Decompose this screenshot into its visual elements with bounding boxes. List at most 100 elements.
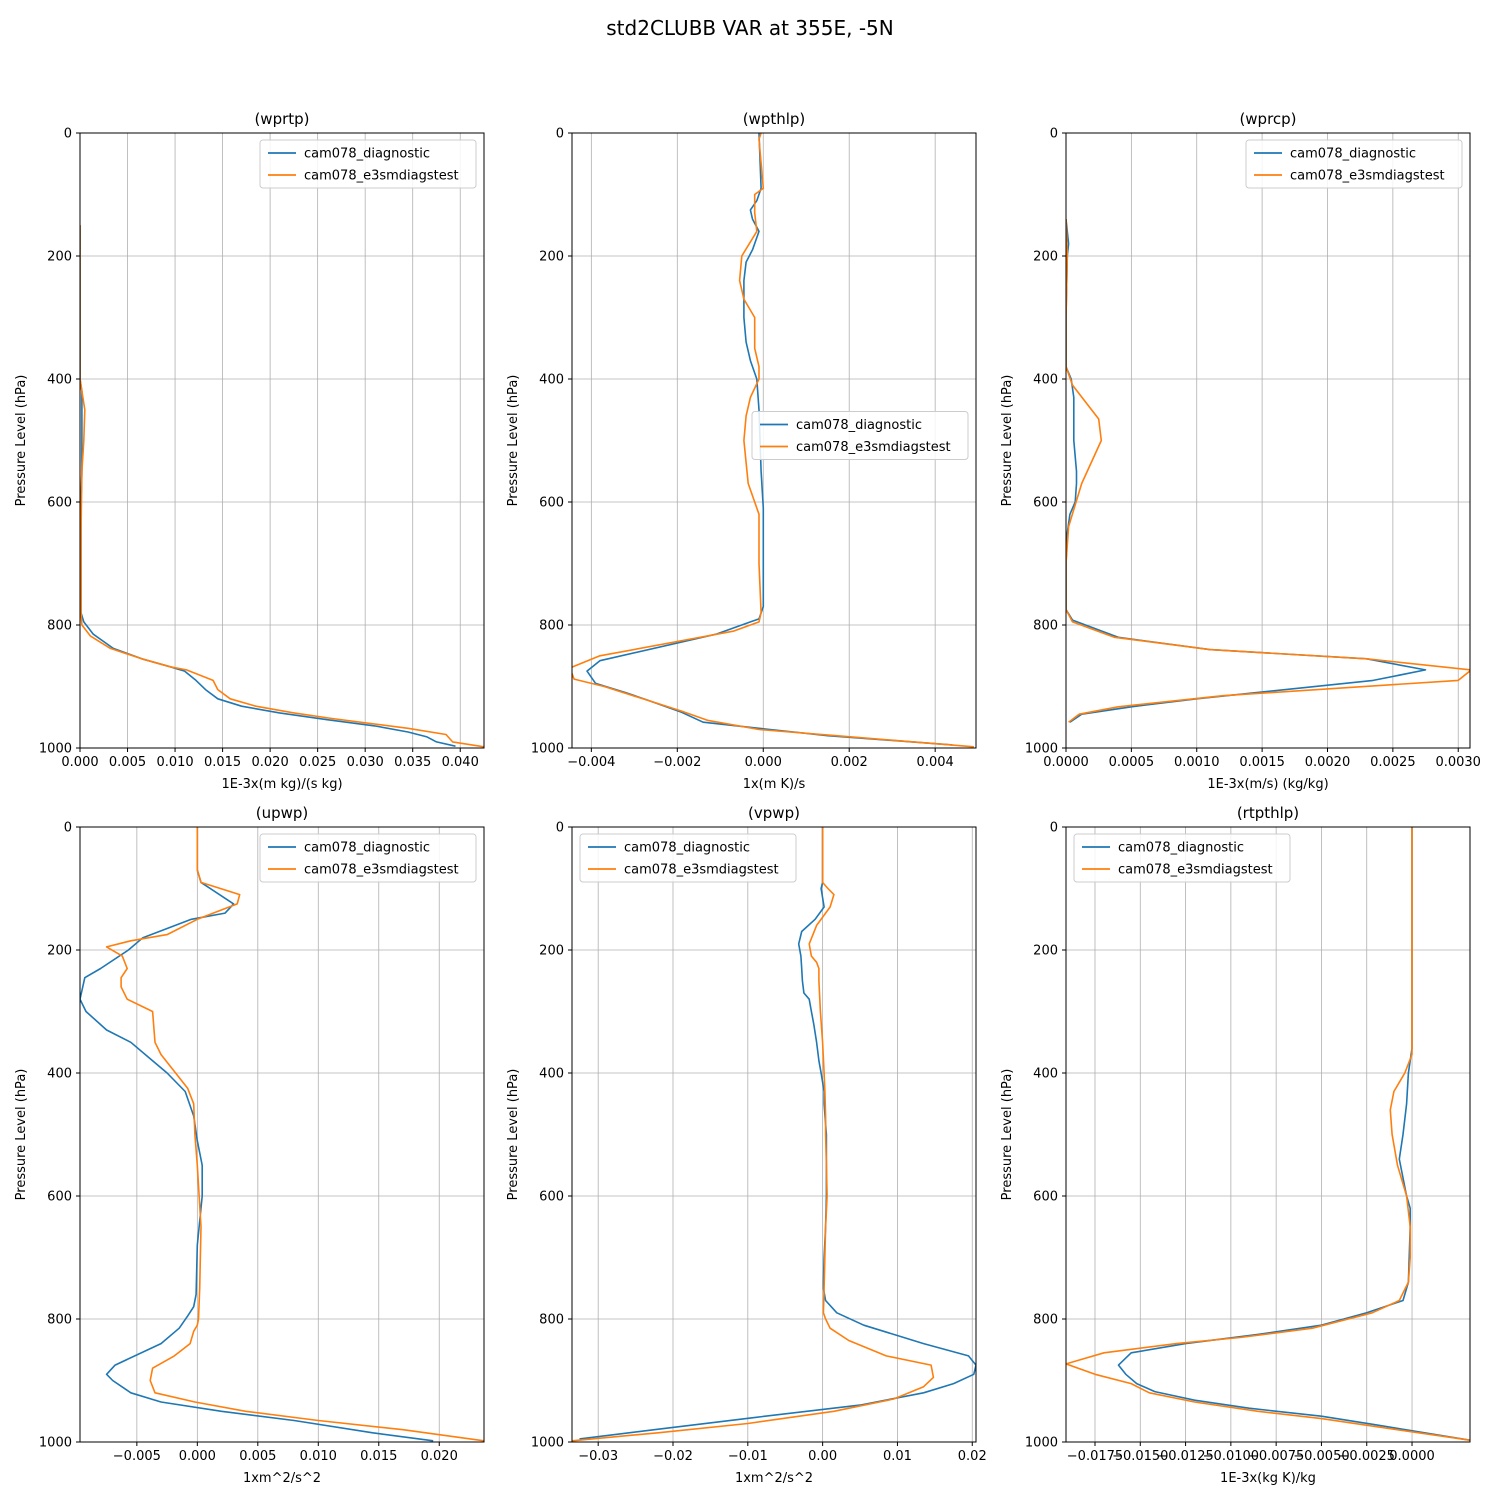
x-tick-label: 0.020 [421,1449,458,1464]
y-axis-label: Pressure Level (hPa) [14,1069,29,1201]
y-tick-label: 1000 [531,742,564,757]
legend-box [579,833,797,883]
subplot-title: (wprtp) [254,110,309,128]
subplot-title: (wpthlp) [743,110,806,128]
y-tick-label: 0 [1050,127,1058,142]
y-tick-label: 600 [47,496,72,511]
y-tick-label: 200 [47,944,72,959]
legend-label: cam078_diagnostic [1290,147,1416,162]
x-tick-label: −0.0175 [1067,1449,1123,1464]
x-tick-label: 0.015 [204,755,241,770]
x-tick-label: −0.0150 [1112,1449,1168,1464]
legend: cam078_diagnostic cam078_e3smdiagstest [259,139,477,189]
y-tick-label: 0 [64,821,72,836]
legend: cam078_diagnostic cam078_e3smdiagstest [751,411,969,460]
y-tick-label: 800 [1033,1313,1058,1328]
y-tick-label: 800 [539,619,564,634]
x-axis-label: 1E-3x(kg K)/kg [1220,1471,1316,1486]
y-tick-label: 600 [539,496,564,511]
x-tick-label: 0.00 [808,1449,837,1464]
series-line-cam078_e3smdiagstest [572,827,935,1442]
series-line-cam078_diagnostic [80,827,434,1442]
y-tick-label: 800 [539,1313,564,1328]
x-tick-label: 0.005 [109,755,146,770]
y-tick-label: 800 [47,619,72,634]
y-tick-label: 400 [539,373,564,388]
x-tick-label: −0.0075 [1248,1449,1304,1464]
x-tick-label: 0.004 [917,755,954,770]
x-tick-label: 0.025 [299,755,336,770]
x-tick-label: −0.02 [653,1449,693,1464]
x-tick-label: −0.002 [653,755,701,770]
x-tick-label: 0.015 [360,1449,397,1464]
series-line-cam078_diagnostic [1117,827,1470,1441]
subplot-title: (vpwp) [748,804,800,822]
x-tick-label: 0.035 [394,755,431,770]
x-tick-label: 0.020 [252,755,289,770]
x-tick-label: 0.01 [883,1449,912,1464]
legend: cam078_diagnostic cam078_e3smdiagstest [259,833,477,883]
legend-box [259,833,477,883]
x-tick-label: 0.010 [156,755,193,770]
x-axis-label: 1x(m K)/s [743,777,806,792]
x-tick-label: 0.0015 [1239,755,1285,770]
legend-box [259,139,477,189]
y-tick-label: 600 [1033,496,1058,511]
legend-box [751,411,969,460]
x-tick-label: −0.0125 [1157,1449,1213,1464]
legend: cam078_diagnostic cam078_e3smdiagstest [579,833,797,883]
y-axis-label: Pressure Level (hPa) [14,375,29,507]
x-tick-label: 0.005 [239,1449,276,1464]
series-line-cam078_diagnostic [80,225,456,747]
y-tick-label: 800 [47,1313,72,1328]
x-axis-label: 1E-3x(m kg)/(s kg) [221,777,342,792]
subplot-title: (upwp) [256,804,309,822]
subplot-title: (rtpthlp) [1237,804,1299,822]
x-tick-label: 0.030 [347,755,384,770]
series-line-cam078_e3smdiagstest [1066,219,1470,723]
legend-label: cam078_e3smdiagstest [304,169,459,184]
y-tick-label: 1000 [531,1436,564,1451]
legend-label: cam078_e3smdiagstest [304,863,459,878]
y-tick-label: 600 [1033,1190,1058,1205]
y-tick-label: 400 [47,1067,72,1082]
y-tick-label: 200 [1033,944,1058,959]
legend: cam078_diagnostic cam078_e3smdiagstest [1245,139,1463,189]
y-tick-label: 1000 [1025,1436,1058,1451]
y-tick-label: 0 [556,821,564,836]
y-tick-label: 400 [1033,1067,1058,1082]
legend-label: cam078_e3smdiagstest [1118,863,1273,878]
y-tick-label: 200 [47,250,72,265]
x-tick-label: −0.0025 [1339,1449,1395,1464]
subplot-upwp: −0.005 0.000 0.005 0.010 0.015 0.020 0 200 400 60… [14,804,485,1486]
axes-frame [79,826,485,1443]
series-line-cam078_e3smdiagstest [1066,827,1470,1441]
x-tick-label: 0.040 [442,755,479,770]
legend: cam078_diagnostic cam078_e3smdiagstest [1073,833,1291,883]
series-line-cam078_diagnostic [1066,219,1427,723]
x-tick-label: 0.000 [745,755,782,770]
legend-box [1245,139,1463,189]
subplot-wprcp: 0.0000 0.0005 0.0010 0.0015 0.0020 0.0025 0.00… [1000,110,1481,792]
x-tick-label: 0.0020 [1305,755,1351,770]
subplot-rtpthlp: −0.0175−0.0150−0.0125−0.0100−0.0075−0.00… [1000,804,1471,1486]
series-line-cam078_e3smdiagstest [105,827,484,1442]
x-axis-label: 1xm^2/s^2 [243,1471,321,1486]
y-tick-label: 0 [64,127,72,142]
x-tick-label: 0.010 [300,1449,337,1464]
legend-label: cam078_e3smdiagstest [624,863,779,878]
y-axis-label: Pressure Level (hPa) [506,375,521,507]
x-axis-label: 1xm^2/s^2 [735,1471,813,1486]
axes-frame [571,826,977,1443]
series-line-cam078_diagnostic [579,827,976,1440]
y-tick-label: 200 [539,250,564,265]
x-tick-label: −0.004 [567,755,615,770]
series-line-cam078_e3smdiagstest [80,225,484,748]
y-tick-label: 400 [47,373,72,388]
axes-frame [1065,826,1471,1443]
y-tick-label: 600 [47,1190,72,1205]
legend-label: cam078_e3smdiagstest [796,440,951,455]
y-tick-label: 1000 [39,742,72,757]
